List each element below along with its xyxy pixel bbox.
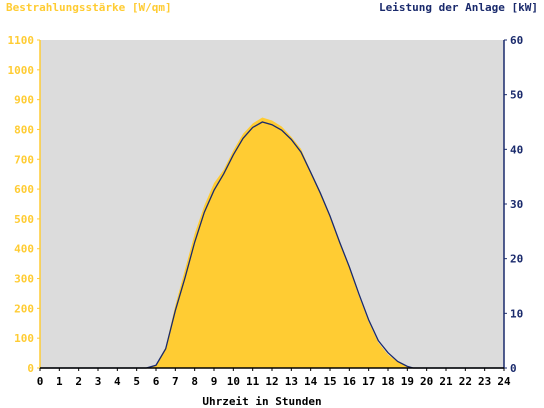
x-tick-label: 8 [191,375,198,388]
left-tick-label: 600 [14,183,34,196]
left-tick-label: 1100 [8,34,35,47]
x-tick-label: 23 [478,375,491,388]
x-tick-label: 24 [497,375,511,388]
irradiance-area-layer [146,117,414,368]
left-tick-label: 100 [14,332,34,345]
x-tick-label: 5 [133,375,140,388]
x-tick-label: 7 [172,375,179,388]
x-tick-label: 3 [95,375,102,388]
left-tick-label: 500 [14,213,34,226]
right-tick-label: 50 [510,89,523,102]
left-axis-title: Bestrahlungsstärke [W/qm] [6,1,172,14]
x-tick-label: 14 [304,375,318,388]
x-axis-label: Uhrzeit in Stunden [202,395,321,408]
x-tick-label: 19 [401,375,414,388]
x-tick-label: 0 [37,375,44,388]
left-tick-label: 800 [14,123,34,136]
x-tick-label: 9 [211,375,218,388]
x-tick-label: 1 [56,375,63,388]
left-axis-ticks: 0 100 200 300 400 500 600 700 800 900 1000 1100 [8,34,40,375]
right-tick-label: 60 [510,34,523,47]
x-tick-label: 16 [343,375,357,388]
x-tick-label: 15 [323,375,336,388]
left-tick-label: 200 [14,302,34,315]
right-tick-label: 20 [510,253,523,266]
x-tick-label: 18 [381,375,394,388]
right-tick-label: 30 [510,198,523,211]
x-tick-label: 6 [153,375,160,388]
x-tick-label: 17 [362,375,375,388]
x-tick-label: 11 [246,375,260,388]
right-tick-label: 0 [510,362,517,375]
x-tick-label: 12 [265,375,278,388]
power-line-layer [40,121,504,369]
left-tick-label: 300 [14,273,34,286]
left-tick-label: 700 [14,153,34,166]
left-tick-label: 1000 [8,64,35,77]
x-tick-label: 10 [227,375,240,388]
power-line [40,121,504,369]
left-tick-label: 900 [14,94,34,107]
irradiance-area [146,117,414,368]
x-tick-label: 21 [439,375,453,388]
x-tick-label: 2 [75,375,82,388]
x-tick-label: 13 [285,375,298,388]
x-tick-label: 4 [114,375,121,388]
left-tick-label: 400 [14,243,34,256]
right-tick-label: 40 [510,143,523,156]
x-axis-ticks: 0 1 2 3 4 5 6 7 8 9 10 11 12 13 14 15 16 17 18 19 20 21 22 23 24 [37,368,511,388]
right-tick-label: 10 [510,307,523,320]
right-axis-title: Leistung der Anlage [kW] [379,1,538,14]
left-tick-label: 0 [27,362,34,375]
x-tick-label: 20 [420,375,433,388]
x-tick-label: 22 [459,375,472,388]
right-axis-ticks: 0 10 20 30 40 50 60 [504,34,523,375]
